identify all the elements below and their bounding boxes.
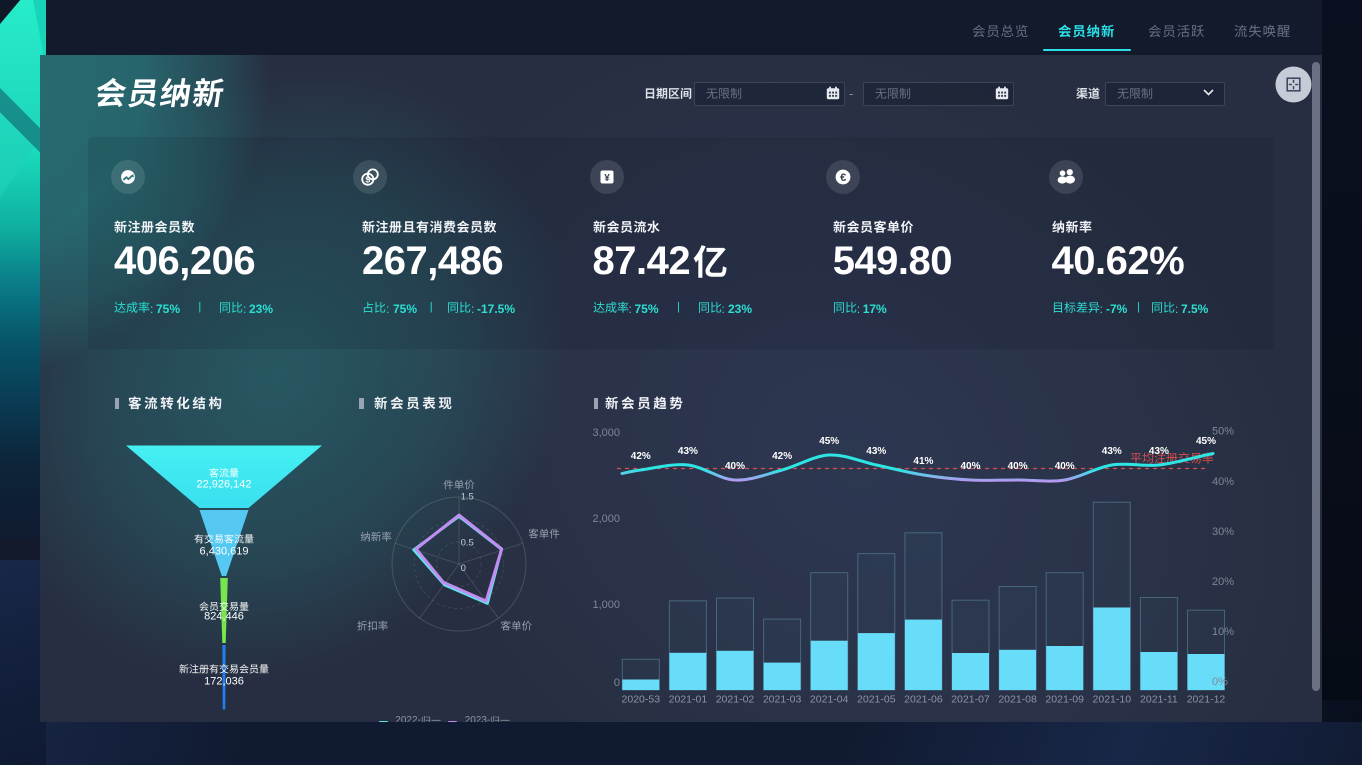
svg-text:$: $ bbox=[365, 175, 370, 185]
svg-text:42%: 42% bbox=[631, 451, 651, 462]
svg-text:¥: ¥ bbox=[604, 173, 610, 184]
svg-text:2021-06: 2021-06 bbox=[904, 694, 943, 706]
svg-text:0: 0 bbox=[614, 677, 620, 689]
svg-text:40%: 40% bbox=[1008, 461, 1028, 472]
svg-text:3,000: 3,000 bbox=[592, 427, 620, 439]
svg-text:43%: 43% bbox=[1149, 446, 1169, 457]
svg-text:20%: 20% bbox=[1212, 576, 1234, 588]
svg-text:2021-01: 2021-01 bbox=[669, 694, 708, 706]
svg-text:172,036: 172,036 bbox=[204, 676, 244, 688]
svg-text:45%: 45% bbox=[1196, 436, 1216, 447]
svg-text:40%: 40% bbox=[960, 461, 980, 472]
svg-text:41%: 41% bbox=[913, 456, 933, 467]
svg-text:2021-04: 2021-04 bbox=[810, 694, 849, 706]
svg-text:43%: 43% bbox=[866, 446, 886, 457]
svg-text:40%: 40% bbox=[725, 461, 745, 472]
svg-text:2020-53: 2020-53 bbox=[622, 694, 661, 706]
svg-text:45%: 45% bbox=[819, 436, 839, 447]
svg-text:2,000: 2,000 bbox=[592, 513, 620, 525]
svg-text:40%: 40% bbox=[1212, 476, 1234, 488]
svg-text:2021-09: 2021-09 bbox=[1045, 694, 1084, 706]
svg-text:2021-08: 2021-08 bbox=[998, 694, 1037, 706]
svg-text:0.5: 0.5 bbox=[461, 537, 474, 548]
svg-text:2021-02: 2021-02 bbox=[716, 694, 755, 706]
svg-text:10%: 10% bbox=[1212, 626, 1234, 638]
svg-text:50%: 50% bbox=[1212, 426, 1234, 438]
svg-text:2021-11: 2021-11 bbox=[1140, 694, 1178, 706]
svg-text:824,446: 824,446 bbox=[204, 611, 244, 623]
svg-text:1,000: 1,000 bbox=[592, 599, 620, 611]
svg-text:2021-05: 2021-05 bbox=[857, 694, 896, 706]
svg-text:30%: 30% bbox=[1212, 526, 1234, 538]
svg-text:40%: 40% bbox=[1055, 461, 1075, 472]
svg-text:43%: 43% bbox=[1102, 446, 1122, 457]
svg-text:€: € bbox=[841, 172, 847, 184]
svg-text:43%: 43% bbox=[678, 446, 698, 457]
svg-text:2021-10: 2021-10 bbox=[1093, 694, 1132, 706]
svg-text:6,430,619: 6,430,619 bbox=[200, 546, 249, 558]
svg-text:0%: 0% bbox=[1212, 676, 1228, 688]
svg-text:0: 0 bbox=[461, 563, 466, 574]
svg-text:2021-07: 2021-07 bbox=[951, 694, 990, 706]
svg-text:22,926,142: 22,926,142 bbox=[196, 479, 251, 491]
svg-text:42%: 42% bbox=[772, 451, 792, 462]
svg-text:2021-03: 2021-03 bbox=[763, 694, 802, 706]
svg-text:1.5: 1.5 bbox=[461, 492, 474, 503]
svg-text:2021-12: 2021-12 bbox=[1187, 694, 1226, 706]
